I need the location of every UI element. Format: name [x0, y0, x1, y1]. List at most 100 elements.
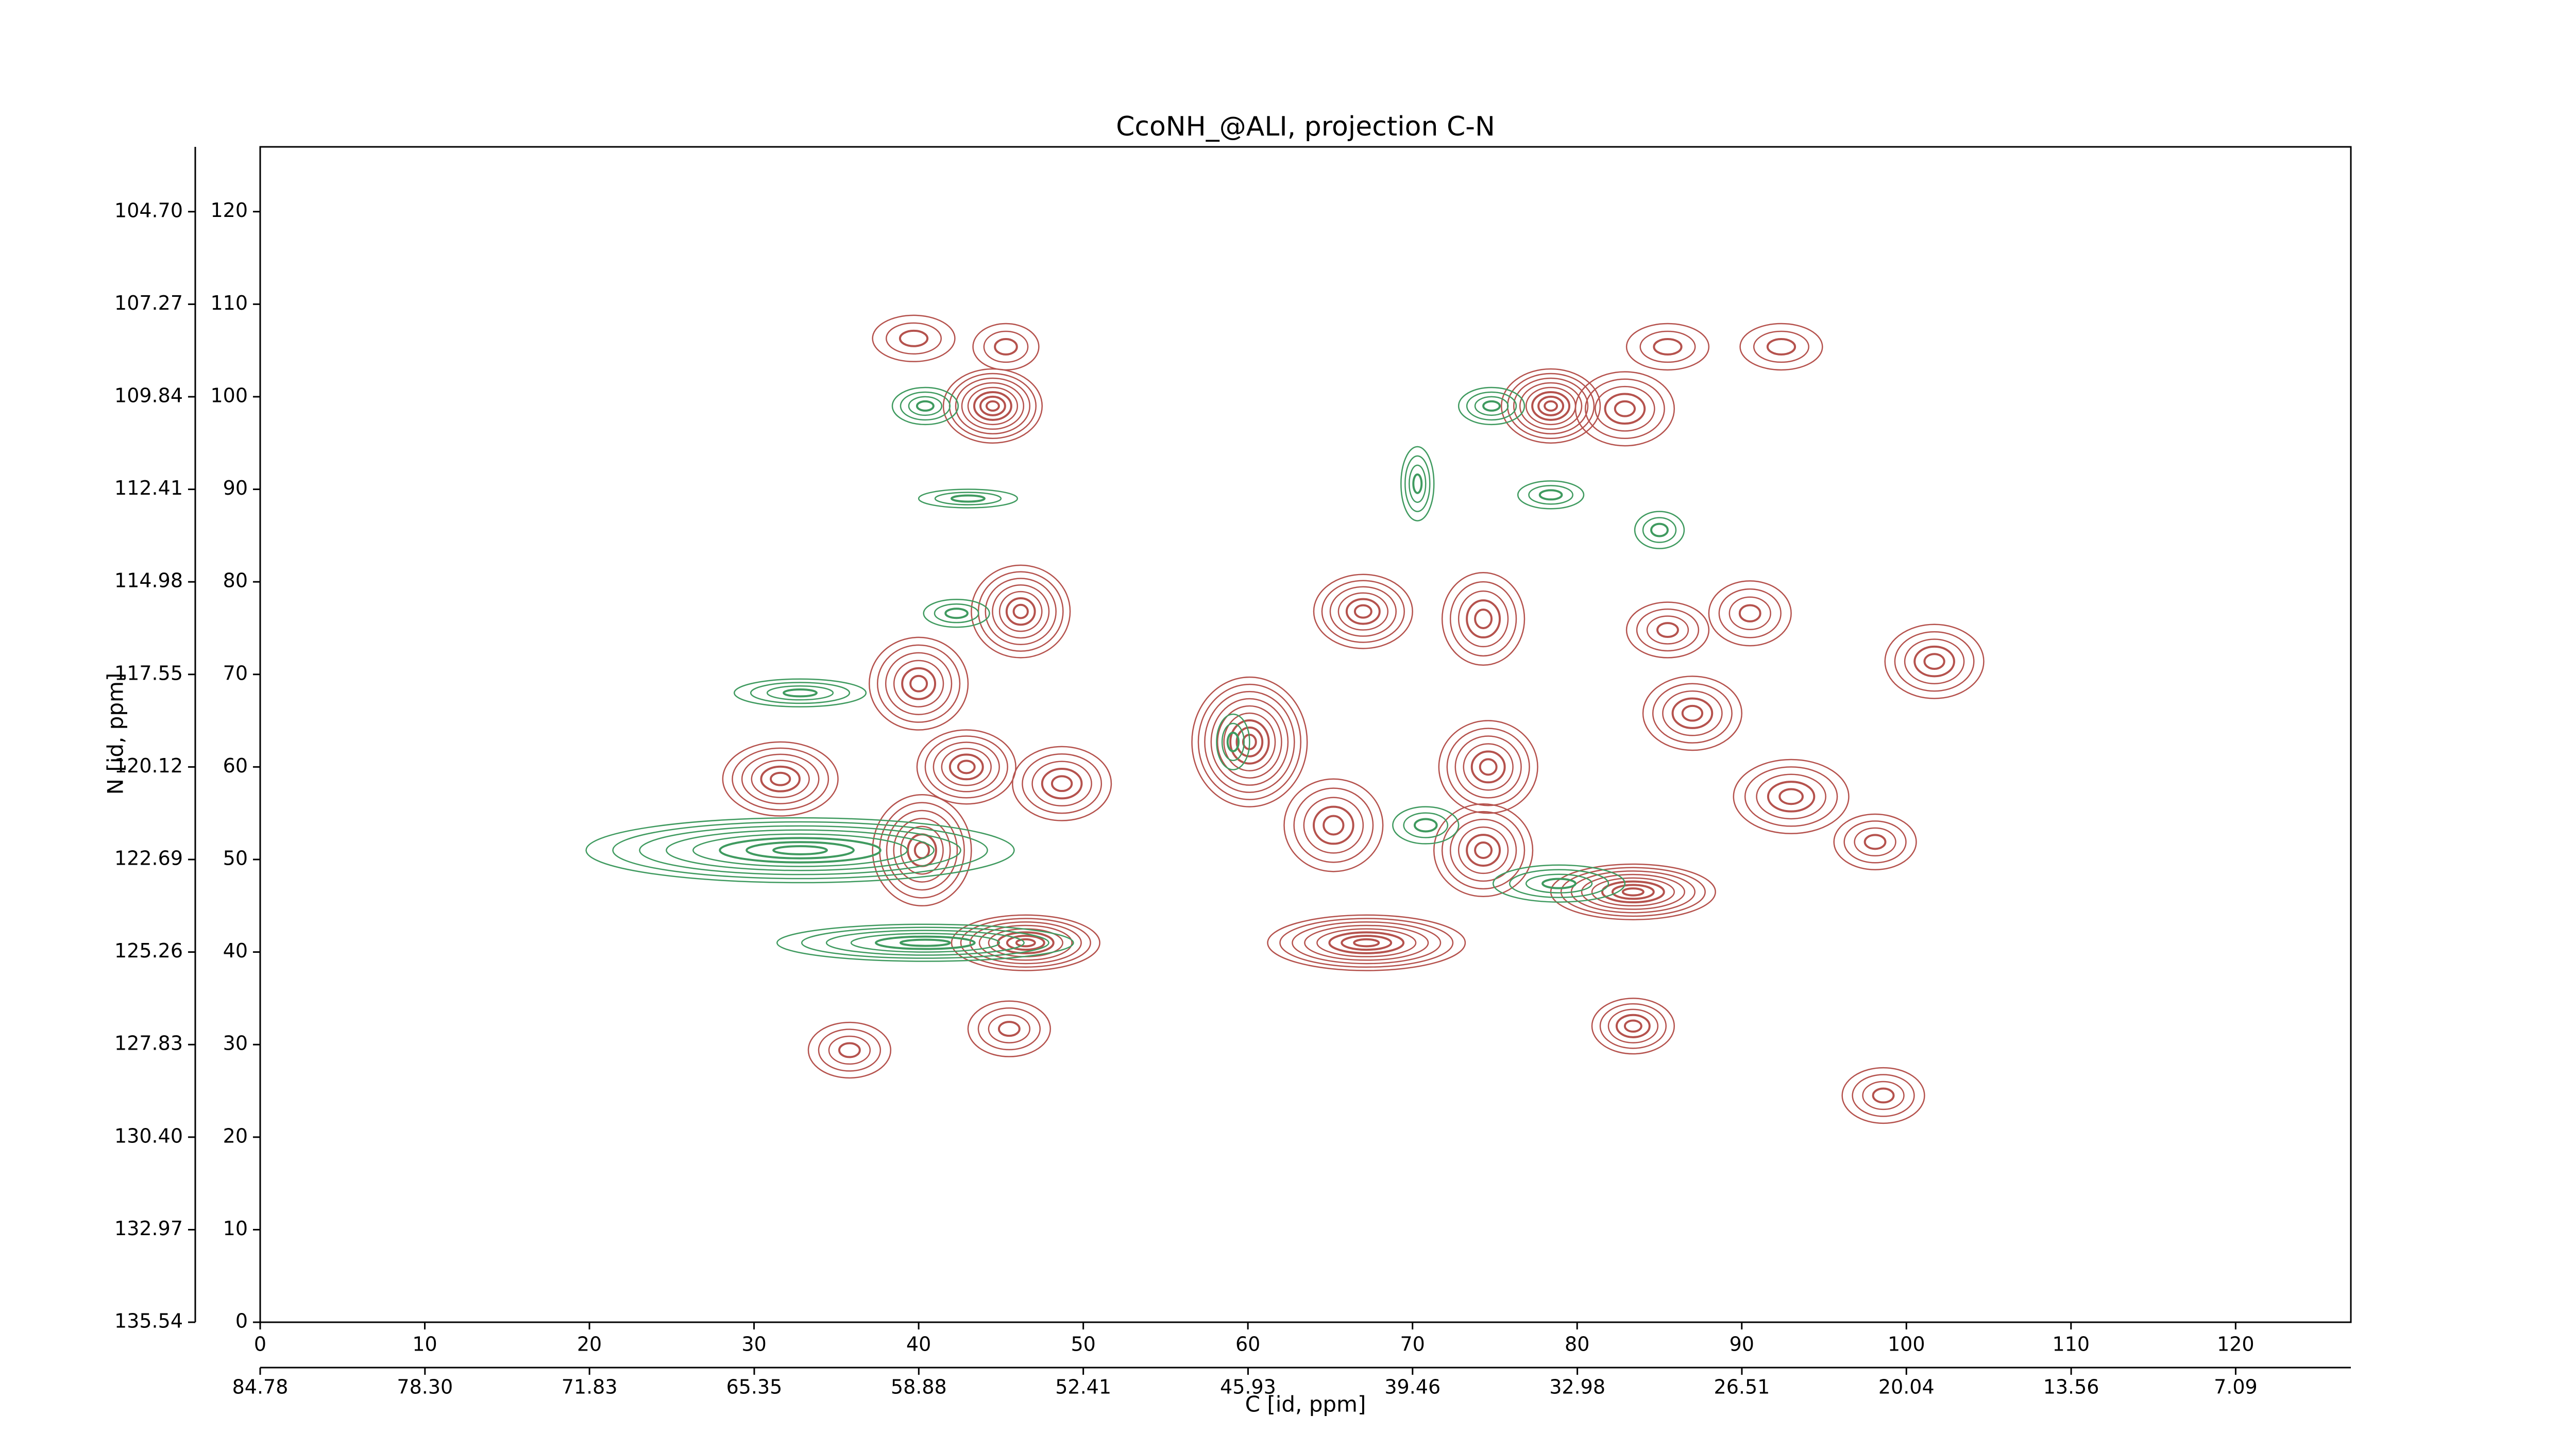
contour-ring [1011, 746, 1112, 821]
y-tick-label: 100 [210, 384, 248, 407]
contour-ring [1341, 935, 1393, 951]
contour-ring [960, 918, 1091, 968]
x-tick-label: 40 [906, 1333, 931, 1356]
contour-ring [1235, 726, 1264, 757]
peak [1833, 813, 1917, 870]
x2-tick-label: 84.78 [232, 1376, 289, 1399]
contour-ring [1329, 586, 1397, 637]
contour-ring [886, 810, 958, 891]
contour-ring [916, 729, 1016, 805]
contour-ring [1519, 382, 1583, 430]
y-tick-label: 0 [235, 1310, 248, 1333]
contour-ring [998, 591, 1043, 632]
contour-ring [1604, 393, 1646, 425]
peak [733, 678, 867, 707]
contour-ring [1531, 391, 1571, 421]
contour-ring [978, 924, 1073, 961]
contour-ring [766, 685, 834, 701]
contour-ring [1204, 690, 1295, 793]
contour-ring [1854, 827, 1896, 857]
x2-tick-label: 7.09 [2214, 1376, 2258, 1399]
contour-ring [1766, 338, 1797, 356]
contour-ring [977, 1007, 1041, 1051]
contour-ring [1463, 743, 1514, 791]
contour-ring [913, 841, 930, 860]
peak [1574, 371, 1675, 447]
contour-ring [818, 1029, 882, 1072]
contour-ring [1904, 638, 1965, 684]
peak [942, 368, 1043, 444]
contour-ring [969, 921, 1082, 965]
contour-ring [1446, 728, 1530, 806]
contour-ring [901, 667, 937, 700]
contour-ring [1292, 921, 1442, 965]
contour-ring [942, 368, 1043, 444]
contour-ring [1438, 720, 1538, 814]
x-tick-label: 50 [1071, 1333, 1095, 1356]
contour-ring [1353, 604, 1372, 619]
contour-ring [1433, 803, 1534, 898]
contour-ring [692, 833, 908, 867]
peak [967, 1000, 1051, 1057]
contour-ring [1474, 396, 1509, 416]
contour-ring [1229, 719, 1270, 765]
contour-ring [1538, 489, 1563, 501]
y2-tick-label: 109.84 [114, 384, 183, 407]
contour-ring [1509, 869, 1609, 898]
contour-ring [1392, 806, 1460, 845]
contour-ring [923, 599, 990, 628]
peak [1433, 803, 1534, 898]
contour-ring [1574, 371, 1675, 447]
y2-tick-label: 132.97 [114, 1217, 183, 1240]
contour-ring [908, 396, 943, 416]
contour-ring [825, 930, 1025, 956]
contour-ring [916, 400, 935, 412]
contour-ring [1560, 867, 1706, 917]
contour-ring [955, 377, 1031, 435]
contour-ring [1313, 574, 1413, 649]
peak [872, 314, 956, 362]
contour-ring [1570, 870, 1696, 914]
y2-tick-label: 112.41 [114, 477, 183, 499]
contour-ring [1441, 571, 1526, 666]
contour-ring [994, 338, 1018, 356]
peak [1591, 998, 1675, 1055]
contour-ring [1345, 598, 1381, 625]
contour-ring [1753, 330, 1809, 363]
y-tick-label: 80 [223, 569, 248, 592]
contour-ring [967, 386, 1019, 426]
contour-ring [1843, 820, 1907, 864]
contour-ring [1636, 608, 1700, 652]
contour-ring [918, 488, 1019, 509]
contour-ring [1449, 581, 1517, 657]
contour-ring [1293, 787, 1374, 863]
contour-ring [1005, 597, 1036, 626]
contour-ring [983, 330, 1029, 363]
contour-ring [1312, 805, 1354, 845]
contour-ring [886, 322, 942, 355]
contour-ring [1599, 1003, 1667, 1049]
contour-ring [941, 748, 992, 786]
contour-ring [948, 753, 984, 781]
peak [585, 817, 1015, 884]
y2-tick-label: 130.40 [114, 1124, 183, 1147]
contour-ring [733, 678, 867, 707]
peak [1642, 676, 1742, 751]
contour-ring [1739, 323, 1823, 371]
contour-ring [1862, 1081, 1905, 1110]
contour-ring [1216, 713, 1250, 771]
peak [1392, 806, 1460, 845]
contour-ring [997, 1021, 1021, 1037]
contour-ring [745, 841, 855, 860]
x2-tick-label: 45.93 [1220, 1376, 1276, 1399]
peak [1267, 914, 1466, 971]
contour-ring [1894, 631, 1975, 692]
peak [1517, 480, 1585, 510]
contour-ring [1634, 511, 1685, 549]
contour-ring [893, 660, 944, 707]
peak [1625, 601, 1710, 659]
contour-ring [1493, 864, 1626, 903]
contour-ring [1621, 887, 1645, 897]
contour-ring [1537, 395, 1565, 416]
